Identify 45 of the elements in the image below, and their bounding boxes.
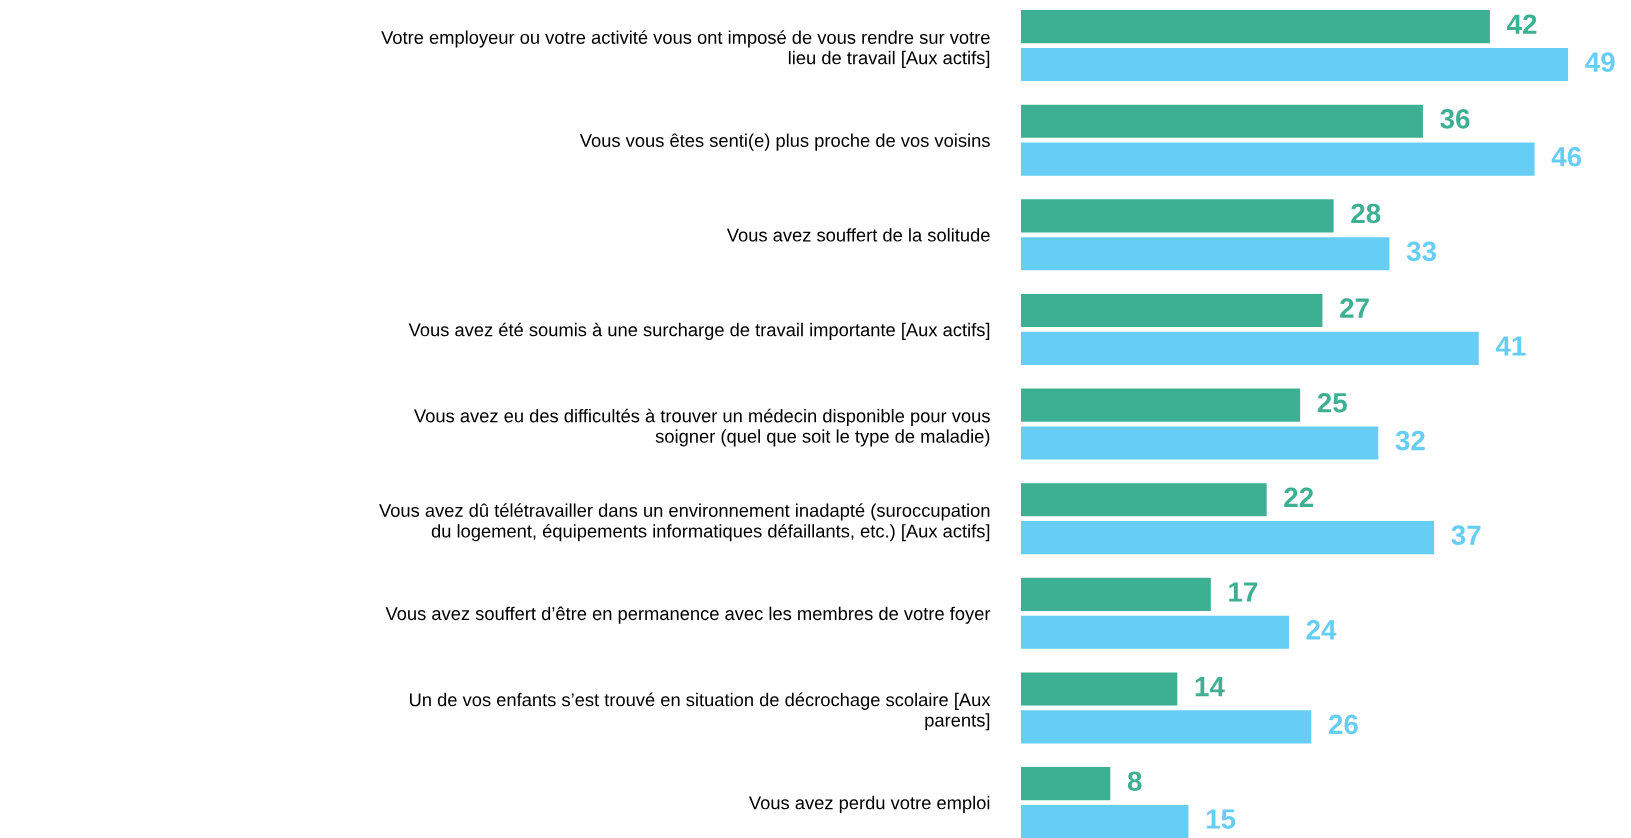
data-label: 41: [1495, 336, 1526, 356]
data-label: 36: [1440, 109, 1470, 129]
bar: [1021, 10, 1490, 44]
bar: [1021, 804, 1189, 838]
bar: [1021, 331, 1479, 365]
data-label: 33: [1406, 241, 1437, 262]
data-label: 49: [1585, 52, 1615, 72]
bar: [1021, 47, 1569, 82]
data-label: 46: [1551, 146, 1582, 167]
y-tick-label: Vous avez perdu votre emploi: [749, 795, 990, 813]
bar: [1021, 615, 1289, 649]
data-label: 24: [1306, 619, 1337, 640]
bar: [1021, 237, 1390, 271]
bar: [1021, 767, 1111, 801]
y-tick-label: Vous avez eu des difficultés à trouver un médecin disponible pour vous soigner (quel que soit le type de maladie): [414, 408, 990, 447]
data-label: 42: [1507, 14, 1537, 34]
y-tick-label: Votre employeur ou votre activité vous ont imposé de vous rendre sur votre lieu de travail [Aux actifs]: [381, 30, 990, 68]
data-label: 22: [1284, 487, 1314, 507]
y-tick-label: Vous avez dû télétravailler dans un environnement inadapté (suroccupation du logement, équipements informatiques défaillants, etc.) [Aux actifs]: [379, 503, 990, 542]
data-label: 32: [1395, 430, 1425, 451]
data-label: 17: [1229, 582, 1258, 602]
bar: [1021, 577, 1211, 611]
bar: [1021, 104, 1423, 138]
bar: [1021, 142, 1535, 176]
bar: [1021, 710, 1312, 744]
bar: [1021, 293, 1323, 328]
data-label: 28: [1351, 203, 1381, 224]
data-label: 15: [1206, 809, 1236, 829]
bar: [1021, 199, 1334, 233]
y-tick-label: Vous avez souffert d’être en permanence avec les membres de votre foyer: [385, 606, 991, 624]
bar: [1021, 521, 1435, 555]
bar: [1021, 426, 1379, 460]
bar: [1021, 388, 1301, 422]
y-tick-label: Un de vos enfants s’est trouvé en situation de décrochage scolaire [Aux parents]: [409, 692, 991, 731]
data-label: 14: [1195, 677, 1225, 697]
data-label: 26: [1328, 714, 1358, 735]
y-tick-label: Vous vous êtes senti(e) plus proche de vos voisins: [579, 133, 990, 151]
y-tick-label: Vous avez été soumis à une surcharge de travail importante [Aux actifs]: [408, 322, 990, 340]
data-label: 25: [1317, 392, 1347, 413]
bar: [1021, 672, 1178, 706]
data-label: 8: [1127, 771, 1142, 792]
bar: [1021, 483, 1267, 517]
data-label: 37: [1451, 525, 1481, 546]
y-tick-label: Vous avez souffert de la solitude: [726, 228, 990, 242]
data-label: 27: [1340, 298, 1369, 318]
